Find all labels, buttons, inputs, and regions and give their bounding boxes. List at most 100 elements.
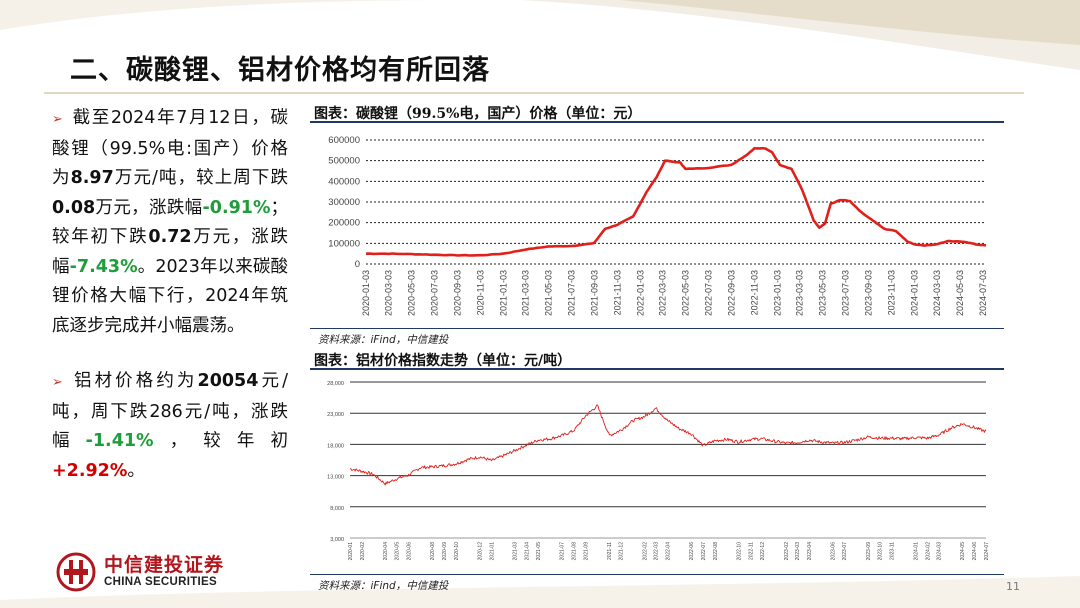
text-run: 万元，涨跌幅	[52, 227, 288, 277]
lithium-price-chart: 0 100000 200000 300000 400000 500000 600000 202…	[328, 135, 988, 316]
chart-bottom-rule	[310, 574, 1004, 575]
x-tick-label: 2021-07-03	[566, 270, 576, 316]
x-tick-label: 2022-10	[736, 542, 742, 561]
x-tick-label: 2023-03	[795, 542, 801, 561]
citic-emblem-icon	[56, 552, 96, 592]
x-tick-label: 2022-11	[748, 542, 754, 560]
x-tick-label: 2020-09-03	[453, 270, 463, 316]
y-tick-label: 600000	[328, 135, 360, 146]
x-tick-label: 2021-11-03	[613, 270, 623, 315]
bullet-runs: 截至2024年7月12日，碳酸锂（99.5%电:国产）价格为8.97万元/吨，较…	[52, 108, 288, 336]
y-tick-label: 0	[355, 259, 360, 270]
x-tick-label: 2020-04	[383, 542, 389, 561]
x-tick-label: 2023-01-03	[772, 270, 782, 316]
x-tick-label: 2020-01-03	[361, 270, 371, 316]
logo-name-cn: 中信建投证券	[104, 554, 225, 576]
x-tick-label: 2021-09	[583, 542, 589, 561]
bullet-paragraph-aluminum: ➢ 铝材价格约为20054元/吨，周下跌286元/吨，涨跌幅-1.41%，较年初 +…	[52, 367, 288, 486]
text-run: 万元/吨，较上周下跌	[113, 168, 289, 188]
x-tick-label: 2022-02	[643, 542, 649, 561]
x-tick-label: 2023-11	[890, 542, 896, 560]
page-number: 11	[1006, 580, 1020, 593]
x-tick-label: 2023-03-03	[795, 270, 805, 316]
x-tick-label: 2023-07	[842, 542, 848, 561]
footer-swoosh-decoration	[0, 576, 1080, 608]
x-tick-label: 2024-05-03	[955, 270, 965, 316]
y-tick-label: 200000	[328, 218, 360, 229]
x-tick-label: 2022-04	[666, 542, 672, 561]
bullet-runs: 铝材价格约为20054元/吨，周下跌286元/吨，涨跌幅-1.41%，较年初 +2…	[52, 371, 288, 481]
x-tick-label: 2023-07-03	[840, 270, 850, 316]
x-tick-label: 2023-05-03	[818, 270, 828, 316]
x-tick-label: 2024-07	[984, 542, 990, 561]
highlight-value: -1.41%	[85, 431, 154, 451]
x-tick-label: 2023-11-03	[887, 270, 897, 315]
x-tick-label: 2021-07	[559, 542, 565, 561]
x-tick-label: 2022-07-03	[703, 270, 713, 316]
y-tick-label: 18,000	[327, 443, 344, 449]
x-tick-label: 2021-03	[512, 542, 518, 561]
y-tick-label: 23,000	[327, 412, 344, 418]
x-tick-label: 2021-05	[536, 542, 542, 561]
x-tick-label: 2020-11-03	[476, 270, 486, 315]
bullet-paragraph-lithium: ➢ 截至2024年7月12日，碳酸锂（99.5%电:国产）价格为8.97万元/吨，…	[52, 104, 288, 341]
highlight-value: 8.97	[70, 168, 114, 188]
x-tick-label: 2022-01-03	[635, 270, 645, 316]
x-tick-label: 2022-11-03	[750, 270, 760, 315]
x-tick-label: 2021-04	[524, 542, 530, 561]
text-run: ，较年初	[153, 431, 289, 451]
x-tick-label: 2021-05-03	[544, 270, 554, 316]
series-line	[365, 146, 987, 257]
text-run: 铝材价格约为	[70, 371, 198, 391]
aluminum-price-chart: 3,000 8,000 13,000 18,000 23,000 28,000 2020-0…	[327, 381, 990, 561]
highlight-value: +2.92%	[52, 460, 128, 481]
x-tick-label: 2023-09	[866, 542, 872, 561]
highlight-value: -7.43%	[69, 256, 138, 277]
x-tick-label: 2022-12	[760, 542, 766, 561]
title-divider	[44, 92, 1024, 94]
x-tick-label: 2022-03	[654, 542, 660, 561]
y-tick-label: 500000	[328, 156, 360, 167]
x-tick-label: 2021-12	[619, 542, 625, 561]
y-tick-label: 300000	[328, 197, 360, 208]
text-run: 万元，涨跌幅	[95, 197, 203, 218]
y-tick-label: 8,000	[330, 506, 344, 512]
y-tick-label: 28,000	[327, 381, 344, 387]
x-tick-label: 2024-02	[925, 542, 931, 561]
x-tick-label: 2024-03-03	[932, 270, 942, 316]
highlight-value: 0.72	[148, 227, 192, 247]
chart-bottom-rule	[310, 328, 1004, 329]
text-run: 。2023年以来碳酸锂价格大幅下行，2024年筑底逐步完成并小幅震荡。	[52, 256, 288, 336]
x-tick-label: 2023-10	[878, 542, 884, 561]
chart-title-rule	[310, 121, 1004, 123]
x-tick-label: 2024-01-03	[909, 270, 919, 316]
y-tick-label: 100000	[328, 238, 360, 249]
highlight-value: 20054	[197, 371, 259, 391]
x-tick-label: 2022-07	[701, 542, 707, 561]
x-tick-label: 2020-12	[477, 542, 483, 561]
x-tick-label: 2021-01-03	[499, 270, 509, 316]
text-run: 截至2024年7月12日，碳酸锂（99.5%电:国产）价格为	[52, 108, 288, 188]
x-tick-label: 2022-06	[689, 542, 695, 561]
chart-title-lithium: 图表：碳酸锂（99.5%电，国产）价格（单位：元）	[314, 106, 642, 122]
x-tick-label: 2024-07-03	[978, 270, 988, 316]
header-swoosh-decoration	[0, 0, 1080, 70]
x-tick-label: 2020-05-03	[407, 270, 417, 316]
highlight-value: 0.08	[52, 197, 96, 218]
x-tick-label: 2020-05	[395, 542, 401, 561]
y-tick-label: 3,000	[330, 537, 344, 543]
y-tick-label: 400000	[328, 176, 360, 187]
logo-name-en: CHINA SECURITIES	[104, 576, 217, 588]
arrow-bullet-icon: ➢	[52, 112, 63, 127]
page-title: 二、碳酸锂、铝材价格均有所回落	[70, 55, 490, 86]
series-line	[349, 404, 987, 486]
text-run: ；较年初下跌	[52, 197, 288, 248]
x-tick-label: 2020-02	[360, 542, 366, 561]
x-tick-label: 2020-06	[407, 542, 413, 561]
x-tick-label: 2023-06	[830, 542, 836, 561]
x-tick-label: 2022-08	[713, 542, 719, 561]
x-tick-label: 2020-03-03	[384, 270, 394, 316]
chart-title-aluminum: 图表：铝材价格指数走势（单位：元/吨）	[314, 353, 572, 369]
x-tick-label: 2020-07-03	[429, 270, 439, 316]
x-tick-label: 2023-04	[807, 542, 813, 561]
